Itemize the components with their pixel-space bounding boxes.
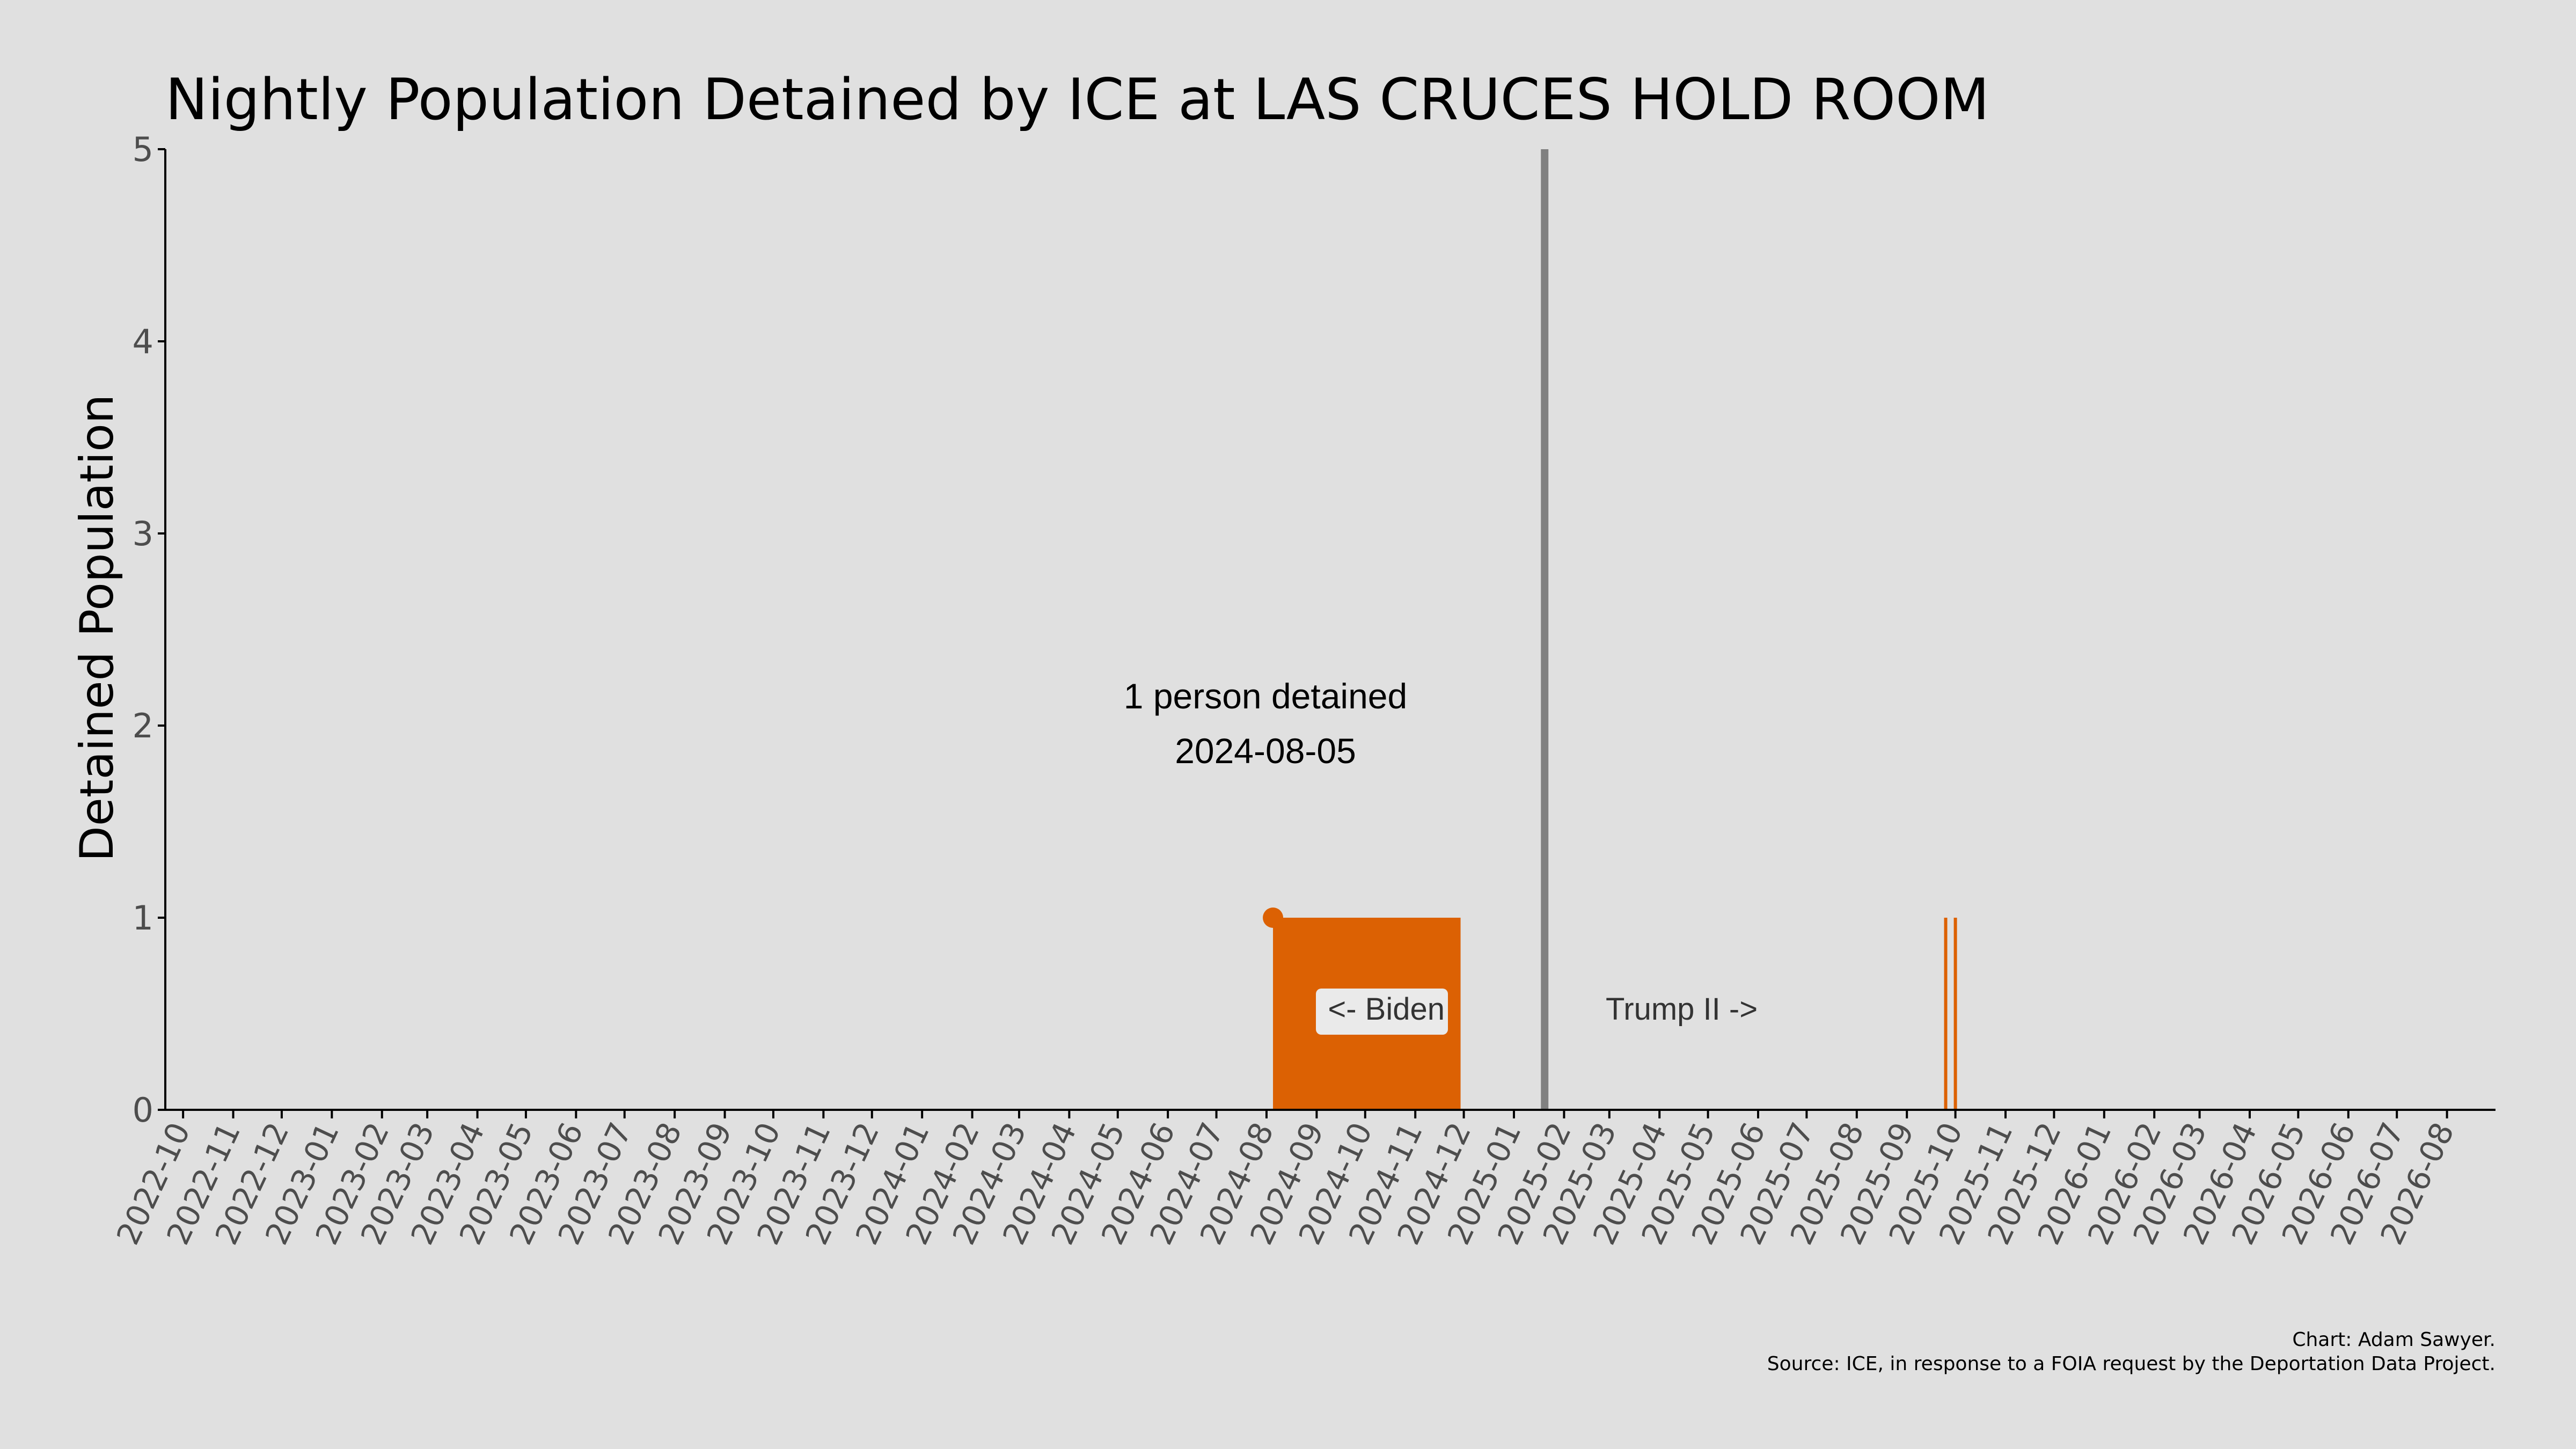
y-axis-label: Detained Population <box>70 394 124 862</box>
chart-title: Nightly Population Detained by ICE at LA… <box>165 67 1989 133</box>
peak-annotation-count: 1 person detained <box>1124 676 1407 716</box>
credit-author: Chart: Adam Sawyer. <box>2292 1329 2496 1351</box>
peak-annotation-date: 2024-08-05 <box>1175 731 1356 771</box>
y-tick-label: 1 <box>133 898 153 938</box>
biden-label-box <box>1316 989 1448 1035</box>
series-area-0-1 <box>1944 918 1948 1110</box>
y-tick-label: 3 <box>133 514 153 553</box>
y-tick-label: 4 <box>133 322 153 361</box>
y-tick-label: 5 <box>133 130 153 169</box>
biden-label: <- Biden <box>1328 992 1445 1027</box>
y-tick-label: 0 <box>133 1091 153 1130</box>
y-tick-label: 2 <box>133 706 153 745</box>
series-area-0-2 <box>1953 918 1957 1110</box>
peak-point <box>1263 908 1284 928</box>
trump-label: Trump II -> <box>1606 992 1758 1027</box>
credit-source: Source: ICE, in response to a FOIA reque… <box>1767 1353 2496 1375</box>
